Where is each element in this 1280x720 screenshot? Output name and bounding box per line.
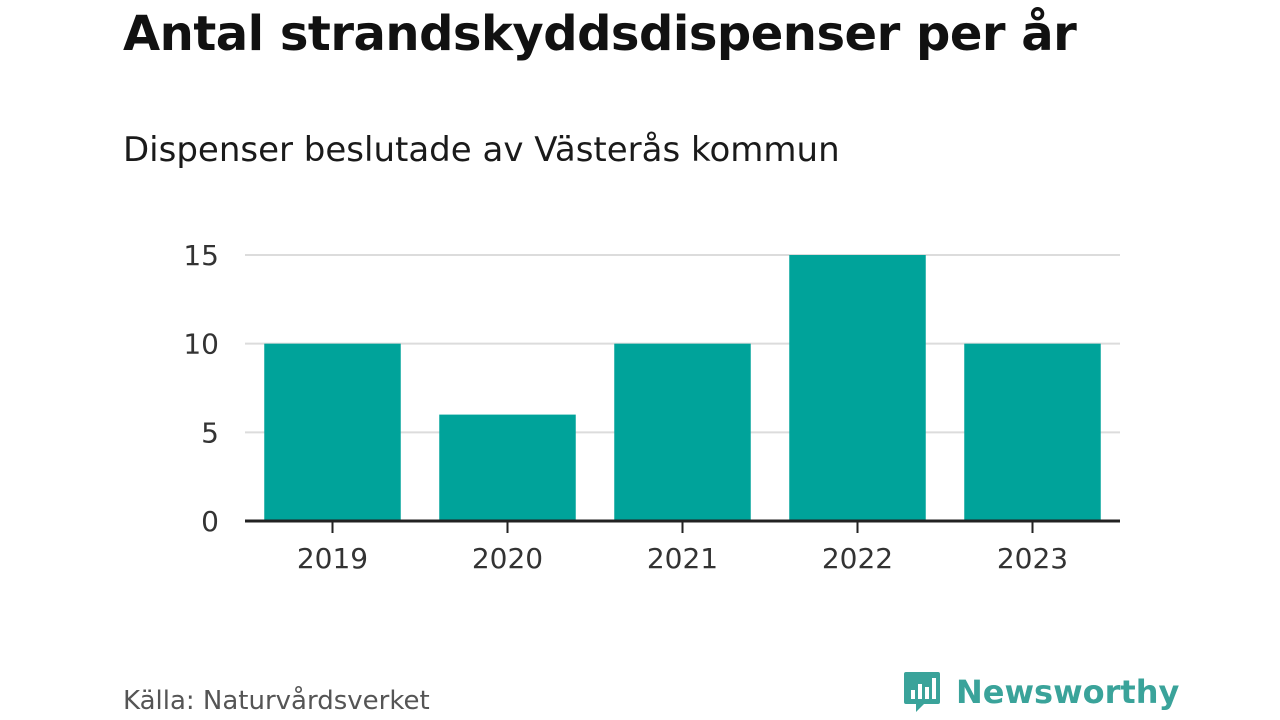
x-tick-label: 2019 — [297, 542, 368, 575]
chart-subtitle: Dispenser beslutade av Västerås kommun — [123, 130, 840, 170]
x-tick-label: 2022 — [822, 542, 893, 575]
x-tick-label: 2021 — [647, 542, 718, 575]
bar-2023 — [964, 343, 1101, 521]
newsworthy-logo-icon — [904, 672, 940, 712]
bar-2022 — [789, 255, 926, 521]
y-tick-label: 5 — [201, 416, 219, 449]
brand-logo: Newsworthy — [902, 670, 1179, 714]
bar-2020 — [439, 414, 576, 521]
chart-title: Antal strandskyddsdispenser per år — [123, 6, 1077, 62]
bar-2021 — [614, 343, 751, 521]
bar-2019 — [264, 343, 401, 521]
x-tick-label: 2020 — [472, 542, 543, 575]
bars — [264, 255, 1101, 521]
y-tick-label: 15 — [183, 239, 219, 272]
axes: 0 5 10 15 2019 2020 2021 2022 2023 — [183, 239, 1120, 575]
y-tick-label: 0 — [201, 505, 219, 538]
source-note: Källa: Naturvårdsverket — [123, 686, 430, 716]
y-tick-label: 10 — [183, 328, 219, 361]
x-tick-label: 2023 — [997, 542, 1068, 575]
brand-name: Newsworthy — [956, 673, 1180, 711]
